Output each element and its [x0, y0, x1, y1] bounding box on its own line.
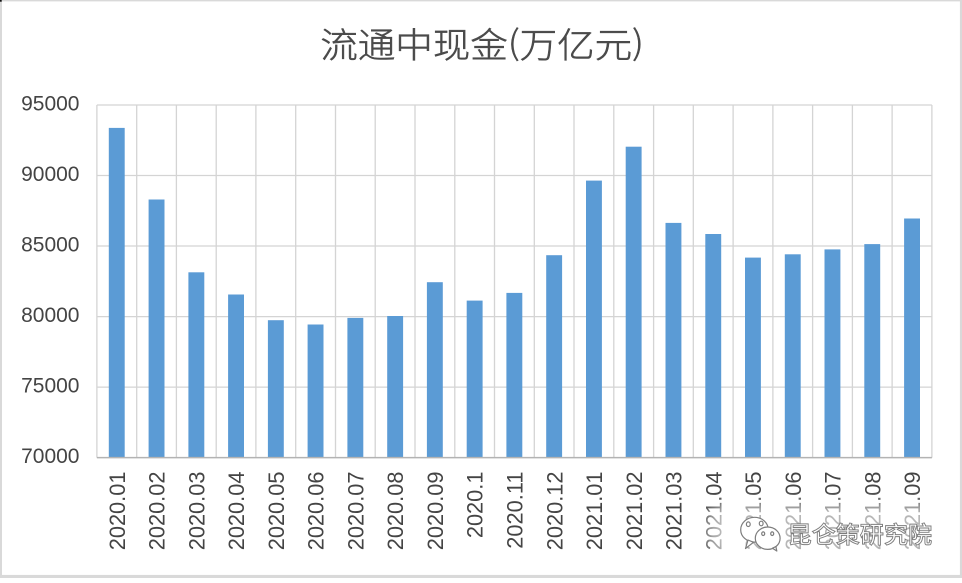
svg-text:2020.04: 2020.04: [224, 472, 249, 551]
svg-text:85000: 85000: [21, 233, 79, 256]
svg-text:80000: 80000: [21, 304, 79, 327]
svg-text:2020.08: 2020.08: [383, 472, 408, 551]
svg-text:2020.12: 2020.12: [542, 472, 567, 551]
svg-text:2021.03: 2021.03: [662, 472, 687, 551]
svg-text:2020.1: 2020.1: [463, 472, 488, 539]
svg-text:2020.11: 2020.11: [503, 472, 528, 549]
svg-text:2020.01: 2020.01: [105, 472, 130, 551]
svg-text:75000: 75000: [21, 375, 79, 398]
svg-text:2020.02: 2020.02: [145, 472, 170, 551]
svg-text:2020.06: 2020.06: [304, 472, 329, 551]
svg-text:2020.05: 2020.05: [264, 472, 289, 551]
svg-text:2021.01: 2021.01: [582, 472, 607, 551]
svg-text:2020.09: 2020.09: [423, 472, 448, 551]
svg-text:2020.07: 2020.07: [344, 472, 369, 551]
svg-text:2020.03: 2020.03: [184, 472, 209, 551]
svg-text:2021.02: 2021.02: [622, 472, 647, 551]
svg-text:95000: 95000: [21, 92, 79, 115]
svg-text:90000: 90000: [21, 163, 79, 186]
svg-text:70000: 70000: [21, 445, 79, 468]
